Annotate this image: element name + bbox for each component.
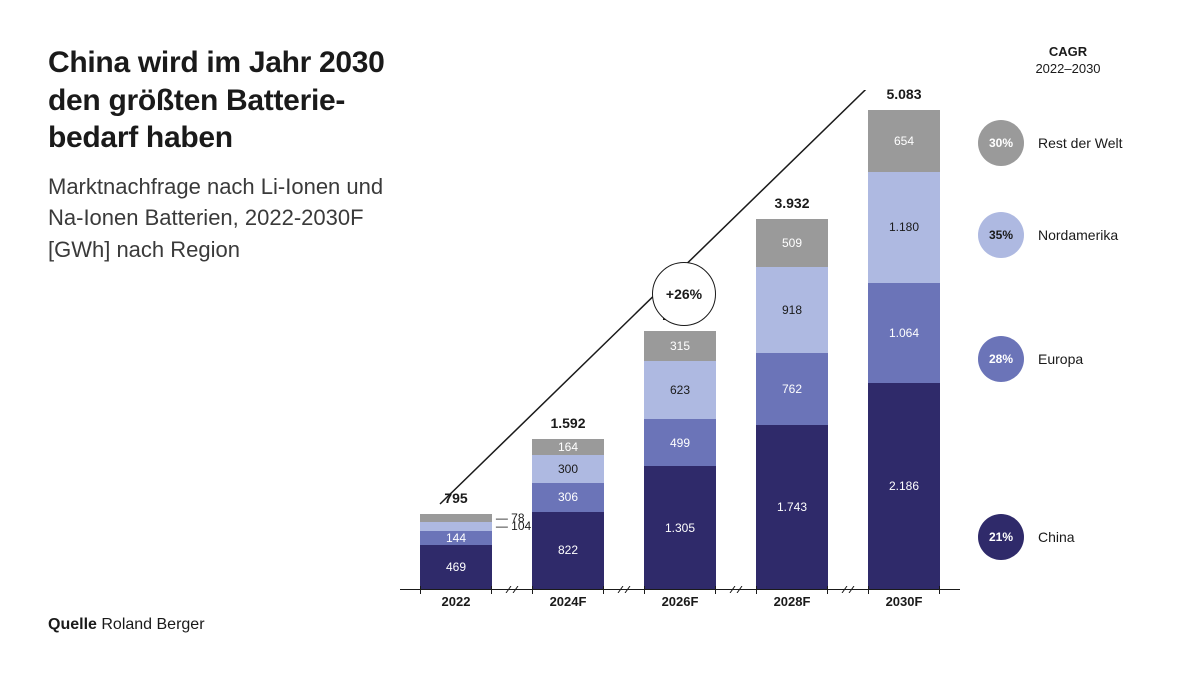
x-tick: [512, 586, 624, 594]
axis-break-icon: [727, 586, 745, 593]
segment-rest: 654: [868, 110, 940, 172]
bar-total: 1.592: [532, 415, 604, 431]
segment-europe: 1.064: [868, 283, 940, 383]
legend-row-rest: 30% Rest der Welt: [978, 120, 1158, 166]
bar-total: 3.932: [756, 195, 828, 211]
cagr-badge-namerica: 35%: [978, 212, 1024, 258]
page-title: China wird im Jahr 2030 den größten Batt…: [48, 44, 388, 157]
segment-china: 469: [420, 545, 492, 589]
cagr-title: CAGR: [978, 44, 1158, 59]
x-label: 2022: [400, 594, 512, 620]
legend-label-china: China: [1038, 529, 1075, 545]
axis-break-icon: [503, 586, 521, 593]
segment-china: 822: [532, 512, 604, 589]
segment-europe: 499: [644, 419, 716, 466]
bar-column: 3.932 5099187621.743: [736, 90, 848, 589]
x-label: 2030F: [848, 594, 960, 620]
segment-rest: 315: [644, 331, 716, 361]
bar-stack: 5.0836541.1801.0642.186: [868, 110, 940, 589]
cagr-header: CAGR 2022–2030: [978, 44, 1158, 76]
bar-stack: 2.7423156234991.305: [644, 331, 716, 589]
segment-namerica: 300: [532, 455, 604, 483]
segment-rest: 509: [756, 219, 828, 267]
cagr-badge-europe: 28%: [978, 336, 1024, 382]
segment-rest: 164: [532, 439, 604, 454]
legend-items: 30%Rest der Welt35%Nordamerika28%Europa2…: [978, 120, 1158, 560]
legend-row-namerica: 35% Nordamerika: [978, 212, 1158, 258]
growth-badge: +26%: [652, 262, 716, 326]
legend-row-europe: 28% Europa: [978, 336, 1158, 382]
source-line: Quelle Roland Berger: [48, 616, 205, 634]
stacked-bar-chart: 795144469— 104— 781.5921643003068222.742…: [400, 90, 960, 620]
segment-china: 2.186: [868, 383, 940, 589]
legend: CAGR 2022–2030 30% Rest der Welt 35% Nordam…: [978, 44, 1158, 560]
x-label: 2026F: [624, 594, 736, 620]
legend-label-namerica: Nordamerika: [1038, 227, 1118, 243]
segment-rest: [420, 514, 492, 521]
x-tick: [624, 586, 736, 594]
bar-column: 5.0836541.1801.0642.186: [848, 90, 960, 589]
source-label: Quelle: [48, 616, 97, 633]
segment-namerica: 1.180: [868, 172, 940, 283]
segment-namerica: [420, 522, 492, 532]
axis-break-icon: [839, 586, 857, 593]
bar-total: 795: [420, 490, 492, 506]
bar-total: 5.083: [868, 86, 940, 102]
page-subtitle: Marktnachfrage nach Li-Ionen und Na-Ione…: [48, 171, 388, 267]
segment-europe: 762: [756, 353, 828, 425]
cagr-badge-china: 21%: [978, 514, 1024, 560]
legend-label-europe: Europa: [1038, 351, 1083, 367]
page: China wird im Jahr 2030 den größten Batt…: [0, 0, 1200, 674]
axis-break-icon: [615, 586, 633, 593]
bars-area: 795144469— 104— 781.5921643003068222.742…: [400, 90, 960, 589]
segment-europe: 306: [532, 483, 604, 512]
bar-stack: 1.592164300306822: [532, 439, 604, 589]
x-tick: [848, 586, 960, 594]
x-tick: [736, 586, 848, 594]
bar-column: 2.7423156234991.305: [624, 90, 736, 589]
segment-europe: 144: [420, 531, 492, 545]
segment-china: 1.305: [644, 466, 716, 589]
legend-label-rest: Rest der Welt: [1038, 135, 1123, 151]
legend-row-china: 21% China: [978, 514, 1158, 560]
x-axis-labels: 20222024F2026F2028F2030F: [400, 594, 960, 620]
x-tick: [400, 586, 512, 594]
x-label: 2028F: [736, 594, 848, 620]
x-axis-ticks: [400, 586, 960, 594]
bar-column: 1.592 164300306822: [512, 90, 624, 589]
bar-stack: 795144469: [420, 514, 492, 589]
title-block: China wird im Jahr 2030 den größten Batt…: [48, 44, 388, 266]
cagr-badge-rest: 30%: [978, 120, 1024, 166]
x-label: 2024F: [512, 594, 624, 620]
segment-namerica: 623: [644, 361, 716, 420]
segment-namerica: 918: [756, 267, 828, 353]
cagr-range: 2022–2030: [978, 61, 1158, 76]
source-name: Roland Berger: [101, 616, 204, 633]
bar-column: 795144469— 104— 78: [400, 90, 512, 589]
bar-stack: 3.9325099187621.743: [756, 219, 828, 589]
segment-china: 1.743: [756, 425, 828, 589]
